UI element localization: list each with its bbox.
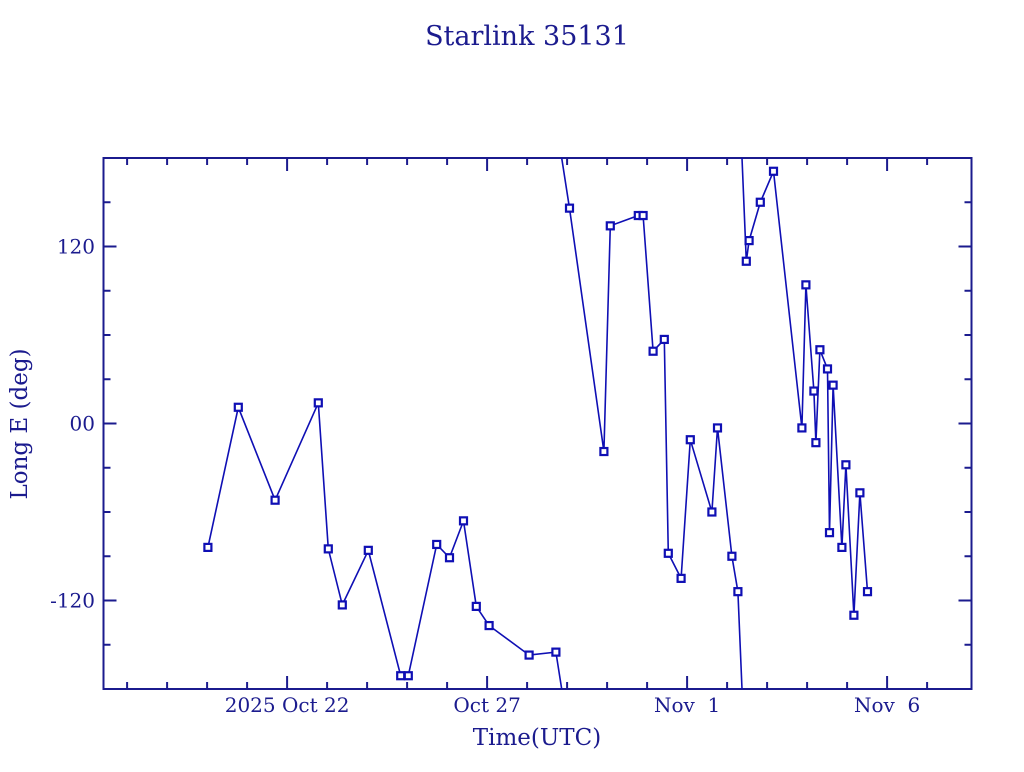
- chart-title: Starlink 35131: [425, 21, 629, 52]
- data-point-marker: [270, 495, 280, 505]
- data-point-marker: [648, 346, 658, 356]
- data-point-marker: [768, 166, 779, 176]
- axis-ticks: [103, 158, 972, 689]
- data-point-marker: [712, 423, 723, 433]
- data-point-marker: [484, 620, 494, 631]
- data-point-marker: [707, 507, 717, 517]
- data-point-marker: [828, 380, 838, 390]
- data-point-marker: [458, 516, 469, 526]
- series-line-segment: [207, 402, 563, 690]
- data-point-marker: [564, 203, 575, 213]
- data-point-marker: [337, 600, 347, 610]
- data-point-marker: [403, 671, 413, 681]
- data-point-marker: [659, 334, 669, 345]
- data-point-marker: [605, 221, 615, 231]
- data-point-marker: [638, 210, 648, 221]
- data-point-marker: [755, 197, 765, 207]
- data-point-marker: [815, 345, 825, 355]
- data-point-marker: [323, 544, 333, 554]
- x-tick-label: Nov 6: [854, 693, 920, 717]
- data-point-marker: [855, 488, 865, 498]
- data-point-marker: [727, 551, 737, 561]
- y-tick-label: 00: [70, 412, 95, 436]
- data-point-marker: [203, 542, 213, 553]
- data-point-marker: [396, 671, 406, 681]
- data-point-marker: [599, 446, 609, 457]
- data-point-marker: [432, 539, 442, 550]
- data-point-marker: [744, 236, 754, 246]
- x-tick-labels: 2025 Oct 22 Oct 27 Nov 1 Nov 6: [225, 693, 920, 717]
- data-point-marker: [233, 402, 243, 412]
- data-point-marker: [837, 542, 847, 553]
- y-tick-labels: 120 00 -120: [50, 235, 95, 613]
- data-point-marker: [809, 386, 819, 396]
- data-point-marker: [733, 587, 743, 597]
- x-tick-label: Oct 27: [453, 693, 520, 717]
- data-point-marker: [741, 256, 751, 266]
- x-tick-label: Nov 1: [654, 693, 720, 717]
- data-point-marker: [685, 435, 695, 445]
- plot-frame: [102, 157, 973, 690]
- data-series: [207, 157, 869, 690]
- data-point-marker: [663, 548, 673, 558]
- data-point-marker: [797, 423, 807, 433]
- data-point-marker: [841, 460, 851, 470]
- data-point-marker: [551, 647, 561, 657]
- series-line-segment: [560, 157, 743, 690]
- data-point-marker: [313, 398, 323, 408]
- series-line-segment: [741, 157, 869, 616]
- data-point-marker: [824, 528, 835, 538]
- data-point-marker: [444, 553, 455, 563]
- data-point-marker: [849, 610, 859, 620]
- y-axis-title: Long E (deg): [7, 348, 33, 499]
- data-point-marker: [676, 573, 686, 583]
- y-tick-label: 120: [57, 235, 95, 259]
- data-point-marker: [801, 280, 811, 290]
- data-point-marker: [811, 438, 821, 448]
- data-point-marker: [363, 545, 373, 555]
- y-tick-label: -120: [50, 589, 95, 613]
- data-point-marker: [471, 601, 481, 612]
- x-tick-label: 2025 Oct 22: [225, 693, 350, 717]
- data-point-marker: [862, 587, 873, 597]
- axes-frame: [102, 157, 973, 690]
- x-axis-title: Time(UTC): [473, 725, 601, 751]
- data-point-marker: [524, 650, 534, 660]
- data-markers: [203, 166, 873, 681]
- data-point-marker: [822, 364, 833, 374]
